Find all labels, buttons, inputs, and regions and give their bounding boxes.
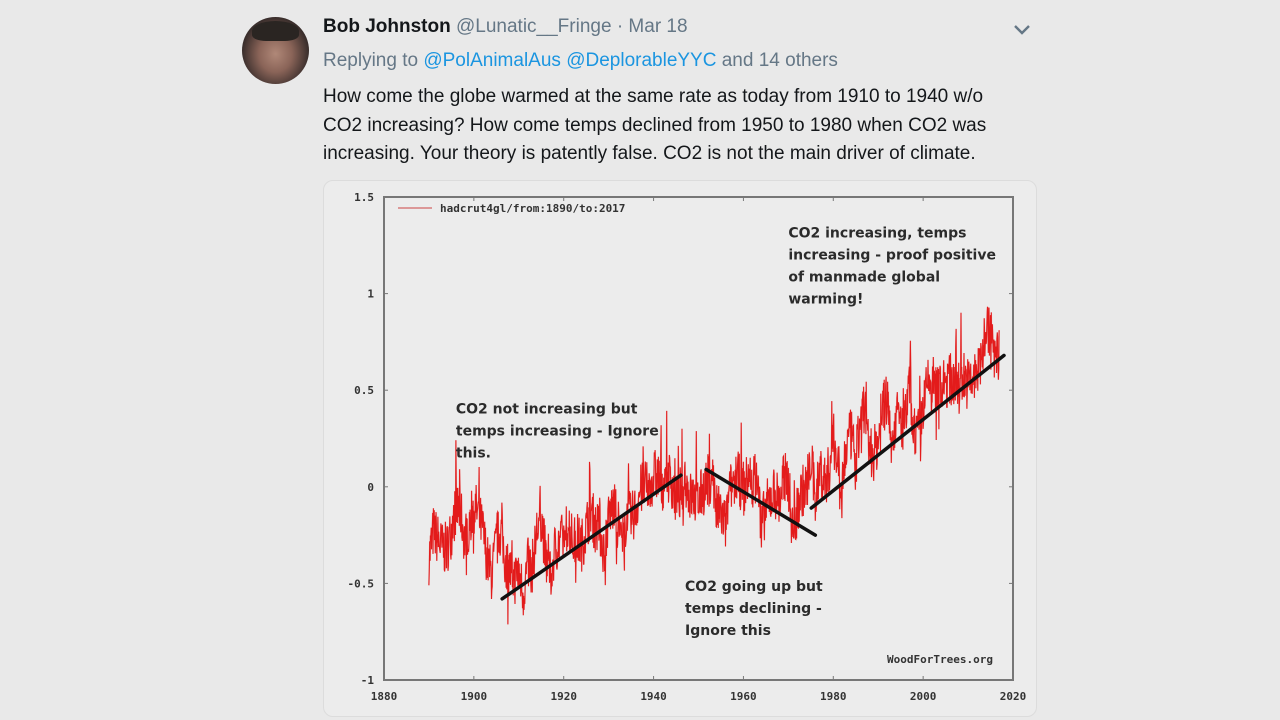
annotation-line: this. [456, 445, 491, 461]
avatar-hair [252, 21, 299, 41]
trend-line [809, 353, 1006, 510]
y-tick-label: 1.5 [354, 191, 374, 204]
series-line [428, 306, 1000, 625]
tweet-date[interactable]: Mar 18 [628, 16, 688, 37]
tweet-text-line: CO2 increasing? How come temps declined … [323, 114, 987, 136]
replying-prefix: Replying to [323, 50, 419, 71]
annotation-line: temps increasing - Ignore [456, 423, 659, 439]
x-tick-label: 1920 [550, 690, 577, 703]
x-tick-label: 1960 [730, 690, 757, 703]
author-handle[interactable]: @Lunatic__Fringe [455, 16, 612, 37]
annotation-line: Ignore this [685, 623, 771, 639]
replying-to: Replying to @PolAnimalAus @DeplorableYYC… [323, 50, 838, 72]
annotation-line: CO2 increasing, temps [788, 226, 966, 242]
avatar[interactable] [242, 17, 309, 84]
y-tick-label: -0.5 [348, 577, 375, 590]
trend-line [704, 467, 818, 537]
y-tick-label: 0 [367, 481, 374, 494]
x-tick-label: 2000 [910, 690, 937, 703]
annotation-line: CO2 going up but [685, 579, 823, 595]
annotation-line: of manmade global [788, 270, 940, 286]
tweet-text-line: How come the globe warmed at the same ra… [323, 86, 984, 107]
separator: · [616, 16, 624, 37]
y-tick-label: 1 [367, 288, 374, 301]
x-tick-label: 1980 [820, 690, 847, 703]
plot-frame [383, 196, 1014, 681]
mention-link[interactable]: @DeplorableYYC [566, 50, 717, 71]
x-tick-label: 1880 [371, 690, 398, 703]
credit-label: WoodForTrees.org [887, 653, 993, 666]
annotation: CO2 going up but temps declining - Ignore … [685, 579, 823, 639]
annotation-line: CO2 not increasing but [456, 401, 638, 417]
tweet-header: Bob Johnston @Lunatic__Fringe · Mar 18 [323, 16, 688, 38]
trend-line [500, 473, 683, 601]
y-tick-label: -1 [361, 674, 375, 687]
tweet-text: How come the globe warmed at the same ra… [323, 83, 1023, 169]
replying-others[interactable]: and 14 others [721, 50, 838, 71]
tweet-text-line: increasing. Your theory is patently fals… [323, 143, 976, 164]
annotation: CO2 increasing, temps increasing - proof … [788, 226, 996, 308]
annotation-line: increasing - proof positive [788, 248, 996, 264]
x-tick-label: 1900 [461, 690, 488, 703]
y-tick-label: 0.5 [354, 384, 374, 397]
x-tick-label: 2020 [1000, 690, 1027, 703]
series-hadcrut4gl [428, 306, 1000, 625]
mention-link[interactable]: @PolAnimalAus [423, 50, 561, 71]
annotation-line: warming! [788, 292, 863, 308]
author-name[interactable]: Bob Johnston [323, 16, 451, 37]
annotation-line: temps declining - [685, 601, 822, 617]
x-tick-label: 1940 [640, 690, 667, 703]
chevron-down-icon[interactable] [1010, 20, 1034, 40]
annotation: CO2 not increasing but temps increasing -… [456, 401, 659, 461]
legend-label: hadcrut4gl/from:1890/to:2017 [440, 202, 625, 215]
media-card[interactable] [323, 180, 1037, 717]
